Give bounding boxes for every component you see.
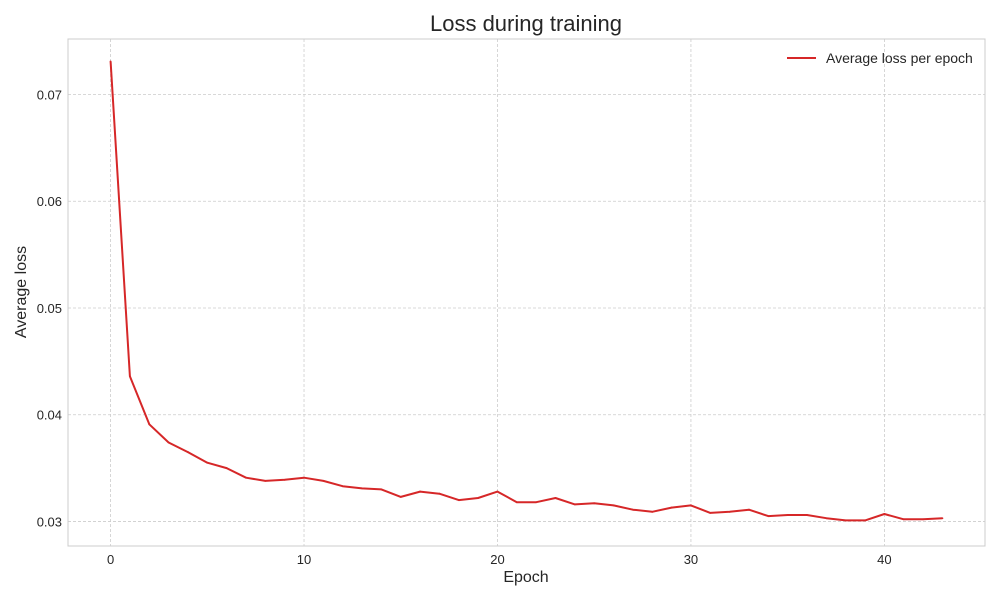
x-tick-labels: 0 10 20 30 40 (107, 552, 892, 567)
data-point (554, 497, 557, 499)
data-point (709, 512, 712, 514)
data-point (361, 487, 363, 490)
data-point (438, 492, 441, 495)
data-point (515, 501, 518, 504)
x-tick-label: 20 (490, 552, 504, 567)
data-point (902, 518, 905, 521)
data-point (806, 514, 808, 516)
plot-frame (67, 38, 986, 547)
data-point (593, 502, 596, 505)
x-axis-label: Epoch (503, 569, 548, 586)
legend-label: Average loss per epoch (826, 50, 973, 66)
y-axis-label: Average loss (13, 246, 30, 338)
data-point (864, 519, 866, 522)
data-point (148, 423, 151, 426)
y-tick-label: 0.06 (37, 194, 62, 209)
data-point (690, 504, 692, 507)
data-point (612, 504, 615, 507)
series-layer (109, 60, 944, 522)
data-point (767, 515, 770, 518)
data-point (167, 441, 170, 444)
data-point (380, 488, 383, 491)
y-tick-label: 0.03 (37, 514, 62, 529)
x-tick-label: 40 (877, 552, 891, 567)
y-tick-label: 0.07 (37, 88, 62, 103)
data-point (573, 503, 576, 506)
data-point (283, 478, 286, 481)
data-point (322, 479, 325, 482)
y-tick-labels: 0.03 0.04 0.05 0.06 0.07 (37, 88, 62, 530)
data-point (632, 508, 634, 511)
data-point (477, 497, 480, 499)
y-tick-label: 0.05 (37, 301, 62, 316)
grid-lines (68, 39, 985, 546)
x-tick-label: 10 (297, 552, 311, 567)
series-line (109, 61, 943, 522)
data-point (922, 518, 924, 521)
data-point (129, 375, 131, 378)
data-point (419, 490, 421, 493)
data-point (844, 519, 847, 522)
data-point (651, 510, 654, 513)
data-point (264, 479, 267, 482)
data-point (225, 467, 228, 469)
data-point (496, 490, 499, 493)
data-point (457, 499, 460, 502)
data-point (786, 514, 789, 516)
data-point (748, 508, 750, 511)
data-point (825, 517, 828, 520)
data-point (883, 513, 886, 515)
data-point (941, 517, 944, 520)
data-point (303, 476, 305, 479)
data-point (206, 461, 209, 464)
data-point (535, 501, 538, 504)
data-point (245, 476, 247, 479)
chart-title: Loss during training (430, 11, 622, 36)
data-point (187, 451, 189, 453)
y-tick-label: 0.04 (37, 408, 62, 423)
data-point (109, 60, 112, 63)
x-tick-label: 0 (107, 552, 114, 567)
data-point (728, 510, 731, 513)
data-point (670, 506, 673, 509)
data-point (399, 496, 402, 498)
x-tick-label: 30 (684, 552, 698, 567)
legend: Average loss per epoch (787, 50, 973, 66)
data-point (341, 485, 344, 488)
